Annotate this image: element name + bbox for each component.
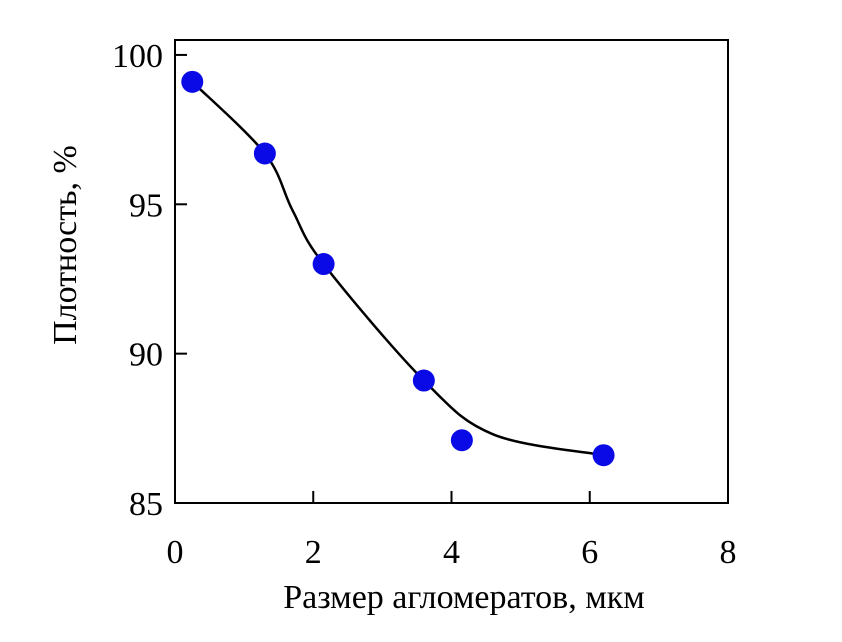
x-axis-title: Размер агломератов, мкм xyxy=(283,579,645,616)
y-axis-title: Плотность, % xyxy=(47,145,84,345)
data-point xyxy=(181,70,204,93)
x-tick-label: 0 xyxy=(167,534,184,571)
x-axis-ticks: 0 2 4 6 8 xyxy=(167,491,737,571)
data-points xyxy=(181,70,615,467)
data-point xyxy=(253,142,276,165)
x-tick-label: 8 xyxy=(720,534,737,571)
y-tick-label: 85 xyxy=(129,486,163,523)
x-tick-label: 4 xyxy=(443,534,460,571)
x-tick-label: 2 xyxy=(305,534,322,571)
trend-line-group xyxy=(191,80,604,457)
y-tick-label: 90 xyxy=(129,337,163,374)
data-point xyxy=(412,369,435,392)
y-tick-label: 100 xyxy=(112,38,163,75)
x-tick-label: 6 xyxy=(581,534,598,571)
y-axis-ticks: 85 90 95 100 xyxy=(112,38,187,523)
data-point xyxy=(312,253,335,276)
trend-line xyxy=(191,80,604,457)
data-point xyxy=(450,429,473,452)
y-tick-label: 95 xyxy=(129,187,163,224)
data-point xyxy=(592,444,615,467)
plot-frame xyxy=(174,39,729,504)
